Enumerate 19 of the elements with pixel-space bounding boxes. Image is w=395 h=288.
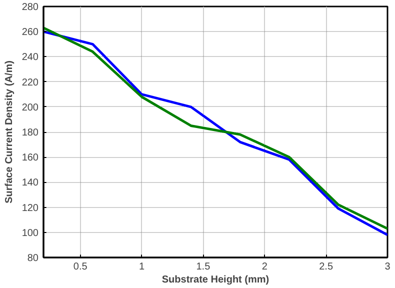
y-tick-label: 100 bbox=[22, 228, 39, 239]
y-tick-label: 200 bbox=[22, 102, 39, 114]
x-tick-label: 1 bbox=[139, 262, 146, 272]
x-tick-label: 3 bbox=[384, 262, 391, 272]
x-tick-label: 2.5 bbox=[319, 262, 334, 272]
x-tick-label: 2 bbox=[262, 262, 268, 272]
y-tick-label: 140 bbox=[22, 178, 39, 189]
y-tick-label: 180 bbox=[22, 128, 39, 138]
y-tick-label: 120 bbox=[22, 202, 39, 214]
y-tick-label: 280 bbox=[22, 2, 39, 13]
y-tick-label: 80 bbox=[27, 253, 39, 264]
y-tick-label: 240 bbox=[22, 52, 39, 64]
x-axis-title: Substrate Height (mm) bbox=[162, 274, 270, 286]
x-tick-label: 1.5 bbox=[196, 262, 211, 272]
y-axis-title: Surface Current Density (A/m) bbox=[4, 60, 15, 204]
x-tick-label: 0.5 bbox=[73, 262, 88, 272]
y-tick-label: 220 bbox=[22, 77, 39, 88]
y-tick-label: 260 bbox=[22, 27, 39, 38]
y-tick-label: 160 bbox=[22, 152, 39, 164]
